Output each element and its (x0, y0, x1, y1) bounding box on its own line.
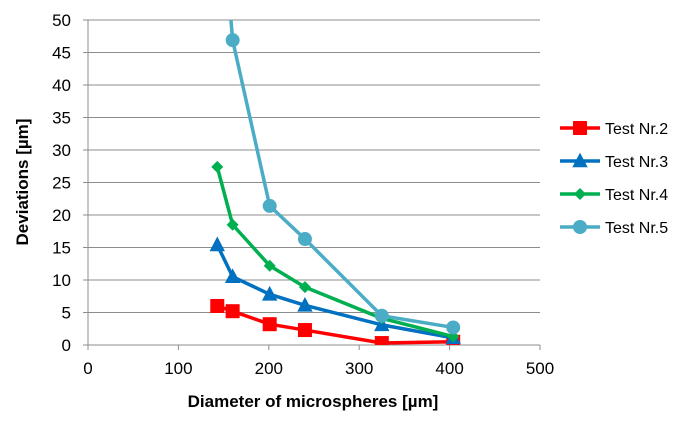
data-point-diamond (211, 160, 224, 173)
y-tick-label: 5 (62, 304, 71, 323)
x-tick-label: 100 (164, 359, 192, 378)
legend-item: Test Nr.5 (560, 220, 668, 237)
y-tick-label: 20 (52, 206, 71, 225)
legend-label: Test Nr.4 (605, 187, 668, 204)
x-tick-label: 400 (435, 359, 463, 378)
data-point-diamond (263, 259, 276, 272)
x-tick-label: 0 (83, 359, 92, 378)
legend-item: Test Nr.2 (560, 121, 668, 138)
data-point-diamond (226, 218, 239, 231)
legend-label: Test Nr.2 (605, 121, 668, 138)
data-point-triangle (224, 268, 241, 284)
data-point-triangle (297, 296, 313, 312)
series-line (215, 244, 454, 340)
series-test-nr-2 (210, 299, 461, 345)
x-axis-title: Diameter of microspheres [µm] (188, 392, 439, 411)
x-tick-label: 500 (526, 359, 554, 378)
legend-item: Test Nr.3 (560, 152, 668, 171)
data-point-triangle (572, 152, 588, 168)
y-tick-label: 50 (52, 11, 71, 30)
series-group (209, 20, 461, 345)
x-tick-label: 200 (255, 359, 283, 378)
axes (83, 19, 541, 350)
grid-lines (88, 19, 540, 313)
legend-label: Test Nr.5 (605, 220, 668, 237)
data-point-square (210, 299, 225, 313)
data-point-circle (297, 232, 312, 247)
data-point-circle (573, 220, 587, 234)
legend-label: Test Nr.3 (605, 154, 668, 171)
data-point-square (374, 336, 389, 345)
x-tick-label: 300 (345, 359, 373, 378)
y-tick-label: 25 (52, 174, 71, 193)
data-point-circle (446, 320, 461, 335)
legend: Test Nr.2 Test Nr.3 Test Nr.4 Test Nr.5 (560, 121, 668, 237)
data-point-diamond (574, 188, 586, 200)
x-tick-labels: 0 100 200 300 400 500 (83, 359, 554, 378)
data-point-circle (374, 308, 389, 323)
y-tick-label: 45 (52, 44, 71, 63)
series-line (215, 166, 454, 339)
legend-item: Test Nr.4 (560, 187, 668, 204)
data-point-square (573, 121, 587, 135)
y-tick-label: 30 (52, 141, 71, 160)
data-point-diamond (298, 281, 311, 294)
data-point-circle (262, 198, 277, 213)
data-point-square (225, 304, 240, 319)
series-line (229, 20, 454, 330)
y-axis-title: Deviations [µm] (13, 119, 32, 246)
y-tick-label: 10 (52, 271, 71, 290)
series-test-nr-5 (225, 20, 461, 335)
data-point-triangle (209, 236, 225, 252)
data-point-square (262, 317, 277, 332)
data-point-square (297, 323, 312, 338)
data-point-circle (225, 33, 240, 48)
y-tick-label: 0 (62, 336, 71, 355)
y-tick-label: 15 (52, 239, 71, 258)
data-point-triangle (262, 285, 278, 301)
series-test-nr-3 (209, 236, 461, 345)
y-tick-label: 40 (52, 76, 71, 95)
y-tick-label: 35 (52, 109, 71, 128)
y-tick-labels: 0 5 10 15 20 25 30 35 40 45 50 (52, 11, 71, 355)
